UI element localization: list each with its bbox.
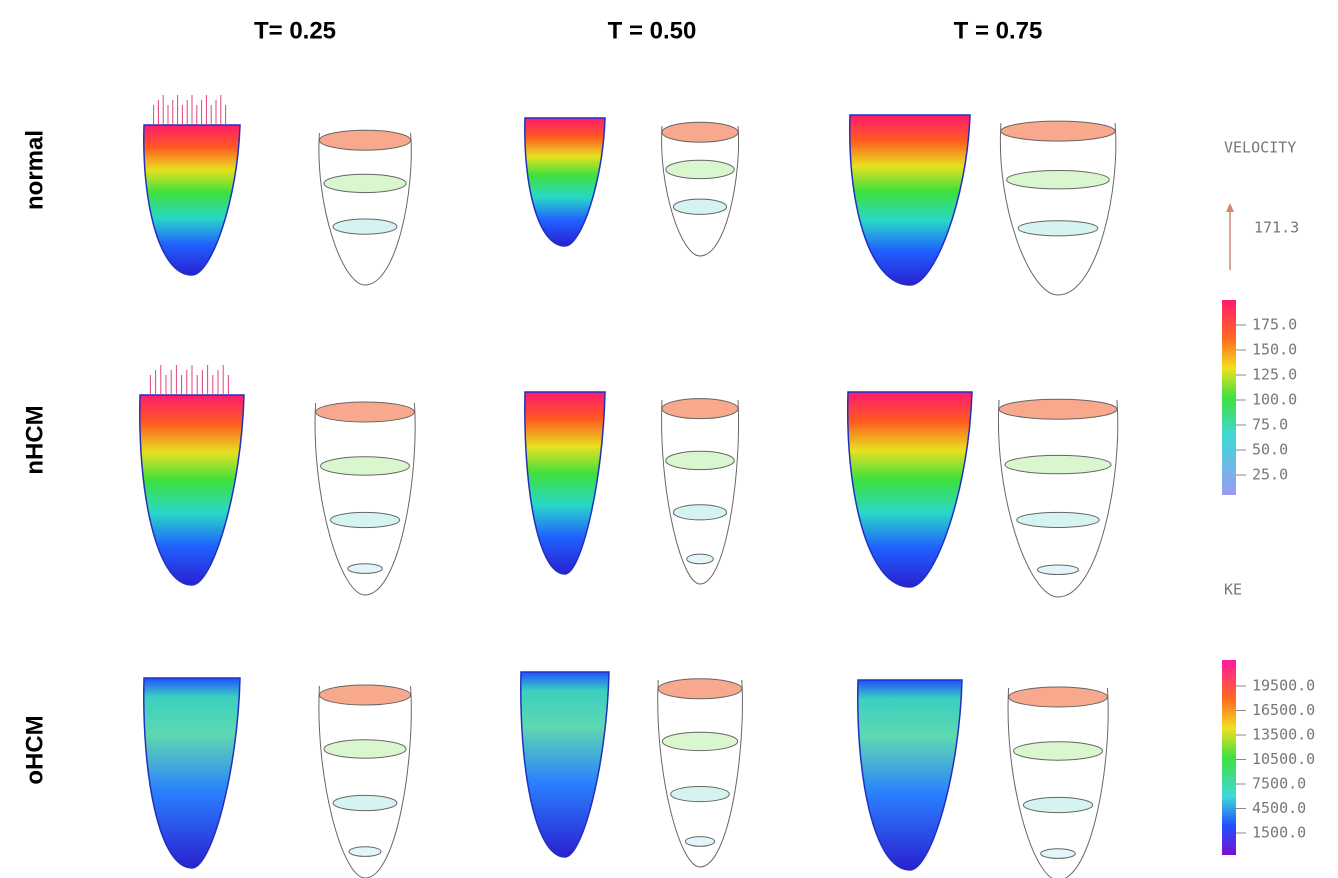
scale-label: 1500.0 [1252, 824, 1306, 842]
ventricle-fill [525, 118, 605, 246]
velocity-colorbar [1222, 300, 1236, 495]
ventricle-fill [521, 672, 609, 857]
column-header: T = 0.75 [954, 17, 1043, 44]
scale-label: 100.0 [1252, 391, 1297, 409]
ventricle-fill [140, 395, 244, 585]
ventricle-fill [144, 678, 240, 868]
figure: VELOCITY 171.3 KE T= 0.25 T = 0.50 T = 0.7… [0, 0, 1338, 878]
ventricle-outline [662, 126, 739, 256]
plane-ring [662, 732, 737, 750]
ventricle-fill [850, 115, 970, 285]
scale-label: 125.0 [1252, 366, 1297, 384]
ventricle-outline [319, 133, 411, 285]
arrow-label: 171.3 [1254, 219, 1299, 237]
plane-ring [1041, 849, 1076, 859]
plane-ring [1037, 565, 1078, 575]
ventricle-fill [848, 392, 972, 587]
plane-ring [349, 847, 381, 857]
ke-title: KE [1224, 581, 1242, 599]
plane-ring [662, 399, 738, 419]
plane-ring [1014, 742, 1103, 760]
scale-label: 13500.0 [1252, 726, 1315, 744]
row-label: nHCM [21, 405, 48, 474]
plane-ring [333, 219, 397, 234]
scale-label: 4500.0 [1252, 799, 1306, 817]
plane-ring [666, 160, 734, 178]
velocity-title: VELOCITY [1224, 139, 1296, 157]
scale-label: 16500.0 [1252, 701, 1315, 719]
plane-ring [1023, 797, 1092, 812]
plane-ring [321, 457, 410, 475]
plane-ring [687, 554, 714, 564]
ventricle-fill [144, 125, 240, 275]
ventricle-fill [858, 680, 962, 870]
ventricle-outline [1000, 123, 1115, 295]
velocity-arrow-head [1226, 203, 1234, 212]
scale-label: 75.0 [1252, 416, 1288, 434]
row-label: oHCM [21, 715, 48, 784]
scale-label: 175.0 [1252, 316, 1297, 334]
ventricle-fill [525, 392, 605, 574]
plane-ring [324, 174, 406, 192]
plane-ring [1005, 455, 1111, 473]
scale-label: 25.0 [1252, 466, 1288, 484]
panels [140, 95, 1118, 878]
plane-ring [671, 786, 730, 801]
plane-ring [1018, 221, 1098, 236]
plane-ring [673, 505, 726, 520]
row-label: normal [21, 130, 48, 210]
plane-ring [1001, 121, 1115, 141]
plane-ring [666, 451, 734, 469]
column-header: T= 0.25 [254, 17, 336, 44]
plane-ring [658, 679, 742, 699]
plane-ring [330, 512, 399, 527]
plane-ring [1017, 512, 1099, 527]
column-header: T = 0.50 [608, 17, 697, 44]
scale-label: 50.0 [1252, 441, 1288, 459]
plane-ring [1009, 687, 1108, 707]
plane-ring [316, 402, 415, 422]
plane-ring [673, 199, 726, 214]
plane-ring [662, 122, 738, 142]
plane-ring [333, 795, 397, 810]
scale-label: 7500.0 [1252, 775, 1306, 793]
scale-label: 19500.0 [1252, 677, 1315, 695]
ke-colorbar [1222, 660, 1236, 855]
scale-label: 10500.0 [1252, 750, 1315, 768]
plane-ring [348, 564, 383, 574]
plane-ring [319, 685, 410, 705]
plane-ring [324, 740, 406, 758]
plane-ring [319, 130, 410, 150]
plane-ring [999, 399, 1117, 419]
scale-label: 150.0 [1252, 341, 1297, 359]
plane-ring [1007, 171, 1110, 189]
plane-ring [685, 837, 714, 847]
